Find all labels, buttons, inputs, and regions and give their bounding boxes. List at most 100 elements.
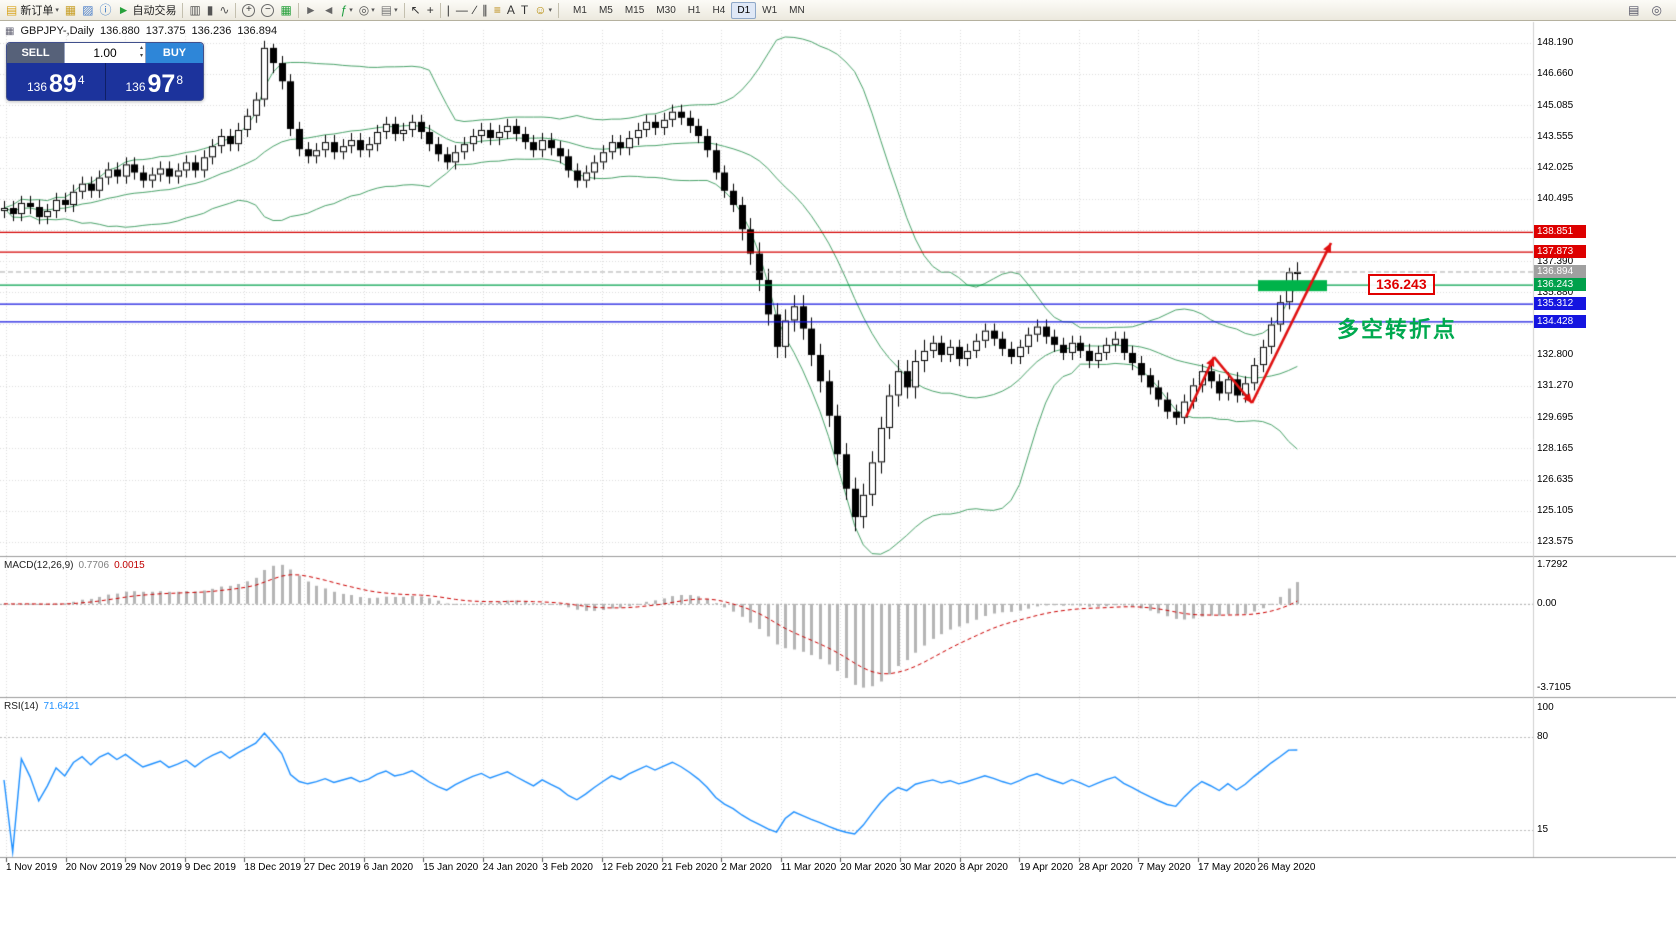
date-axis-label: 2 Mar 2020	[721, 862, 772, 873]
arrows-caret-icon[interactable]: ▾	[548, 7, 553, 14]
price-axis-label: 140.495	[1537, 192, 1574, 204]
rsi-axis-label: 15	[1537, 824, 1549, 836]
sell-button[interactable]: SELL	[7, 43, 64, 63]
indicators-caret-icon[interactable]: ▾	[349, 7, 353, 14]
toolbar-separator	[235, 2, 237, 18]
date-axis-label: 21 Feb 2020	[661, 862, 718, 873]
rsi-axis-label: 80	[1537, 730, 1549, 742]
indicators-button[interactable]: ƒ ▾	[338, 1, 356, 19]
arrows-button[interactable]: ☺ ▾	[531, 1, 555, 19]
timeframe-d1-button[interactable]: D1	[731, 1, 757, 19]
price-tag: 136.243	[1534, 278, 1586, 292]
fibonacci-button[interactable]: ≡	[491, 1, 504, 19]
profiles-icon: ▨	[82, 3, 94, 17]
ohlc-close: 136.894	[237, 25, 278, 37]
crosshair-button[interactable]: +	[424, 1, 437, 19]
equidistant-channel-button[interactable]: ∥	[479, 1, 491, 19]
buy-price-pip: 8	[176, 73, 184, 87]
chart-shift-icon: ◄	[322, 3, 335, 17]
tile-windows-button[interactable]: ▦	[277, 1, 294, 19]
chart-symbol-icon: ▦	[5, 25, 15, 37]
price-axis-label: 146.660	[1537, 68, 1574, 79]
volume-spinner[interactable]: ▴ ▾	[140, 44, 143, 60]
text-label-button[interactable]: T	[518, 1, 531, 19]
profiles-button[interactable]: ▨	[79, 1, 96, 19]
tile-windows-icon: ▦	[280, 3, 292, 17]
volume-field[interactable]: 1.00 ▴ ▾	[64, 43, 146, 63]
timeframe-h4-button[interactable]: H4	[712, 4, 726, 16]
timeframe-mn-button[interactable]: MN	[789, 4, 805, 16]
auto-scroll-icon: ►	[304, 3, 317, 17]
templates-button[interactable]: ▤ ▾	[378, 1, 401, 19]
chart-window-button[interactable]: ▦	[62, 1, 79, 19]
toolbar-separator	[403, 2, 405, 18]
candle-chart-mode-button[interactable]: ▮	[204, 1, 217, 19]
text-icon: A	[506, 3, 515, 17]
crosshair-icon: +	[426, 3, 434, 17]
trendline-button[interactable]: ∕	[471, 1, 479, 19]
sell-price-big: 89	[49, 70, 77, 98]
price-axis-label: 131.270	[1537, 379, 1574, 391]
arrows-icon: ☺	[534, 3, 547, 17]
fibonacci-icon: ≡	[493, 3, 501, 17]
rsi-axis-label: 100	[1537, 702, 1554, 713]
price-tag: 135.312	[1534, 297, 1586, 311]
vertical-line-button[interactable]: |	[444, 1, 453, 19]
timeframe-w1-button[interactable]: W1	[762, 4, 778, 16]
bar-chart-mode-button[interactable]: ▥	[186, 1, 203, 19]
price-axis-label: 123.575	[1537, 535, 1574, 547]
indicators-icon: ƒ	[340, 3, 348, 17]
volume-value[interactable]: 1.00	[93, 46, 117, 60]
sell-price-panel[interactable]: 136 89 4	[7, 63, 105, 100]
templates-caret-icon[interactable]: ▾	[394, 7, 398, 14]
buy-price-panel[interactable]: 136 97 8	[105, 63, 203, 100]
macd-signal-value: 0.0015	[114, 560, 145, 571]
text-button[interactable]: A	[504, 1, 518, 19]
new-order-button[interactable]: ▤ 新订单 ▾	[3, 1, 62, 19]
spinner-down-icon[interactable]: ▾	[139, 53, 143, 59]
turning-point-annotation: 多空转折点	[1337, 318, 1458, 343]
timeframe-m1-button[interactable]: M1	[573, 4, 587, 16]
zoom-out-button[interactable]: −	[258, 1, 277, 19]
cursor-button[interactable]: ↖	[408, 1, 424, 19]
data-window-button[interactable]: ⓘ	[97, 1, 115, 19]
date-axis-label: 20 Nov 2019	[65, 862, 123, 873]
print-button[interactable]: ▤	[1625, 1, 1642, 19]
line-chart-mode-button[interactable]: ∿	[216, 1, 232, 19]
date-axis-label: 3 Feb 2020	[542, 862, 593, 873]
toolbar-separator	[558, 2, 560, 18]
date-axis-label: 11 Mar 2020	[780, 862, 837, 873]
date-axis-label: 1 Nov 2019	[6, 862, 58, 873]
price-axis-label: 137.390	[1537, 255, 1574, 267]
zoom-in-button[interactable]: +	[239, 1, 258, 19]
timeframe-h1-button[interactable]: H1	[687, 4, 701, 16]
date-axis-label: 18 Dec 2019	[244, 862, 302, 873]
timeframe-m30-button[interactable]: M30	[656, 4, 676, 16]
timeframe-m15-button[interactable]: M15	[624, 4, 645, 16]
timeframe-m5-button[interactable]: M5	[598, 4, 613, 16]
data-window-icon: ⓘ	[99, 3, 112, 17]
trade-widget-prices: 136 89 4 136 97 8	[7, 63, 203, 100]
horizontal-line-button[interactable]: —	[453, 1, 471, 19]
price-axis-label: 128.165	[1537, 442, 1574, 454]
price-axis-label: 132.800	[1537, 348, 1574, 360]
spinner-up-icon[interactable]: ▴	[139, 45, 143, 51]
price-axis-label: 125.105	[1537, 504, 1574, 516]
buy-button[interactable]: BUY	[146, 43, 203, 63]
periods-button[interactable]: ◎ ▾	[356, 1, 378, 19]
text-label-icon: T	[520, 3, 529, 17]
date-axis-label: 7 May 2020	[1138, 862, 1191, 873]
search-button[interactable]: ◎	[1649, 1, 1665, 19]
auto-scroll-button[interactable]: ►	[302, 1, 320, 19]
price-tag: 134.428	[1534, 314, 1586, 328]
macd-name: MACD(12,26,9)	[4, 560, 74, 571]
auto-trading-button[interactable]: ► 自动交易	[115, 1, 180, 19]
chart-shift-button[interactable]: ◄	[320, 1, 338, 19]
ohlc-low: 136.236	[191, 25, 232, 37]
periods-caret-icon[interactable]: ▾	[371, 7, 375, 14]
toolbar-separator	[297, 2, 299, 18]
rsi-indicator-label: RSI(14) 71.6421	[4, 701, 80, 712]
new-order-caret-icon[interactable]: ▾	[55, 7, 59, 14]
symbol-title: GBPJPY-,Daily	[20, 25, 95, 37]
